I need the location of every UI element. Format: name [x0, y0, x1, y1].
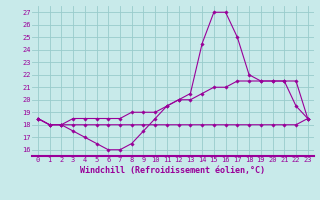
X-axis label: Windchill (Refroidissement éolien,°C): Windchill (Refroidissement éolien,°C)	[80, 166, 265, 175]
